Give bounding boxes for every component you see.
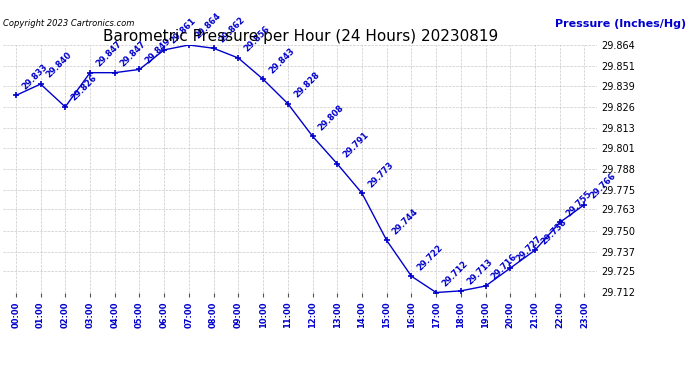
- Text: 29.843: 29.843: [267, 46, 297, 75]
- Text: 29.847: 29.847: [119, 39, 148, 69]
- Title: Barometric Pressure per Hour (24 Hours) 20230819: Barometric Pressure per Hour (24 Hours) …: [103, 29, 497, 44]
- Text: 29.862: 29.862: [218, 15, 247, 44]
- Text: 29.833: 29.833: [20, 62, 49, 91]
- Text: 29.856: 29.856: [242, 25, 272, 54]
- Text: 29.755: 29.755: [564, 189, 593, 218]
- Text: 29.847: 29.847: [94, 39, 124, 69]
- Text: 29.791: 29.791: [342, 130, 371, 160]
- Text: Pressure (Inches/Hg): Pressure (Inches/Hg): [555, 19, 687, 29]
- Text: 29.808: 29.808: [317, 103, 346, 132]
- Text: 29.738: 29.738: [539, 217, 569, 246]
- Text: 29.712: 29.712: [440, 259, 470, 288]
- Text: 29.864: 29.864: [193, 12, 222, 41]
- Text: 29.849: 29.849: [144, 36, 172, 65]
- Text: 29.744: 29.744: [391, 207, 420, 236]
- Text: 29.826: 29.826: [70, 74, 99, 103]
- Text: 29.828: 29.828: [292, 70, 321, 99]
- Text: 29.716: 29.716: [490, 253, 519, 282]
- Text: 29.861: 29.861: [168, 16, 197, 46]
- Text: 29.727: 29.727: [515, 235, 544, 264]
- Text: 29.766: 29.766: [589, 171, 618, 200]
- Text: 29.713: 29.713: [465, 258, 494, 287]
- Text: Copyright 2023 Cartronics.com: Copyright 2023 Cartronics.com: [3, 19, 135, 28]
- Text: 29.773: 29.773: [366, 160, 395, 189]
- Text: 29.840: 29.840: [45, 51, 74, 80]
- Text: 29.722: 29.722: [415, 243, 445, 272]
